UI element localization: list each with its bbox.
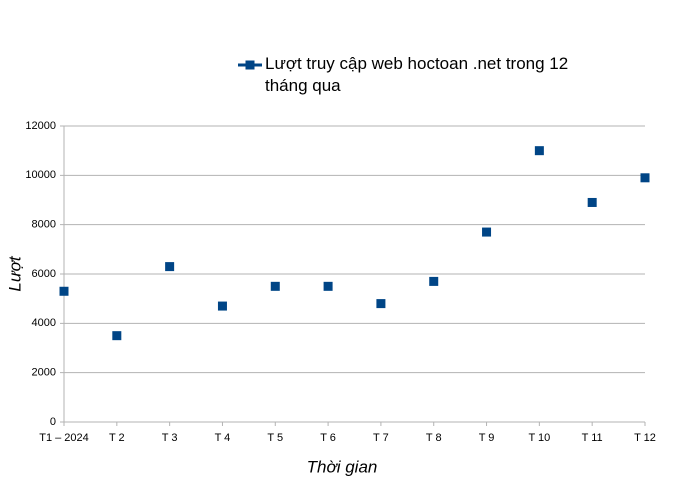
x-tick-label: T1 – 2024 (39, 432, 89, 444)
x-tick-label: T 12 (634, 432, 656, 444)
point-marker (217, 301, 227, 311)
x-tick-label: T 11 (582, 432, 603, 444)
x-tick-label: T 6 (320, 432, 336, 444)
y-axis-label: Lượt (5, 255, 24, 292)
x-tick-label: T 5 (267, 432, 283, 444)
point-marker (165, 262, 175, 272)
x-tick-label: T 9 (479, 432, 495, 444)
point-marker (640, 173, 650, 183)
y-tick-label: 8000 (32, 219, 56, 231)
point-marker (270, 281, 280, 291)
x-tick-label: T 10 (528, 432, 550, 444)
point-marker (323, 281, 333, 291)
y-tick-label: 6000 (32, 268, 56, 280)
x-tick-label: T 4 (215, 432, 231, 444)
legend-label: Lượt truy cập web hoctoan .net trong 12 … (265, 54, 569, 95)
point-marker (59, 286, 69, 296)
y-tick-label: 2000 (32, 367, 56, 379)
point-marker (376, 299, 386, 309)
y-tick-label: 10000 (25, 169, 56, 181)
x-tick-label: T 3 (162, 432, 178, 444)
x-tick-label: T 2 (109, 432, 125, 444)
x-tick-label: T 7 (373, 432, 389, 444)
point-marker (112, 331, 122, 341)
y-tick-label: 12000 (25, 120, 56, 132)
point-marker (482, 227, 492, 237)
y-tick-label: 4000 (32, 317, 56, 329)
point-marker (587, 197, 597, 207)
point-marker (429, 276, 439, 286)
x-axis-label: Thời gian (307, 457, 378, 476)
legend-symbol (245, 60, 255, 70)
x-tick-label: T 8 (426, 432, 442, 444)
point-marker (534, 146, 544, 156)
y-tick-label: 0 (50, 416, 56, 428)
